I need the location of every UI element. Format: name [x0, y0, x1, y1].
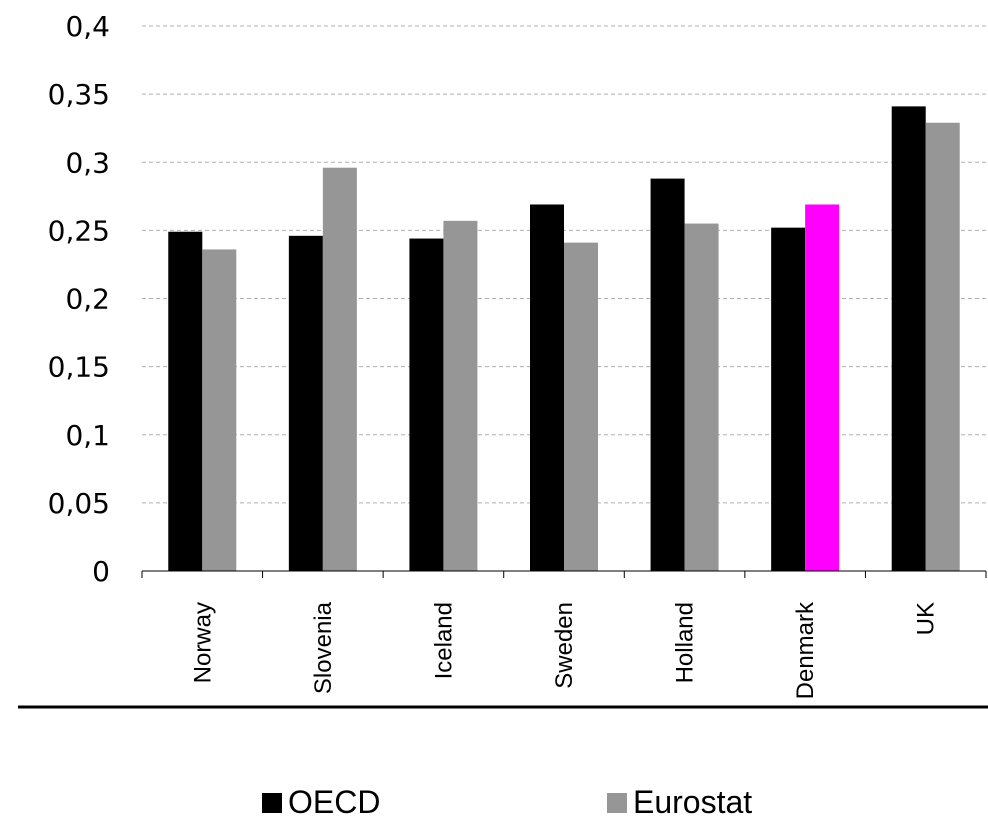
y-tick-label: 0,15 — [48, 351, 110, 384]
y-tick-label: 0 — [92, 555, 110, 588]
y-tick-label: 0,3 — [65, 146, 110, 179]
bar-oecd-iceland — [409, 238, 444, 572]
x-tick-label-slovenia: Slovenia — [310, 601, 337, 694]
y-tick-label: 0,4 — [65, 10, 110, 43]
bar-oecd-sweden — [530, 204, 564, 572]
bar-eurostat-uk — [925, 122, 960, 572]
x-tick-label-denmark: Denmark — [792, 601, 819, 699]
legend-swatch-eurostat — [607, 792, 627, 813]
bars — [168, 106, 960, 572]
x-tick-label-iceland: Iceland — [430, 602, 457, 679]
x-tick-label-holland: Holland — [672, 602, 699, 683]
legend-item-eurostat: Eurostat — [607, 784, 752, 821]
bar-oecd-uk — [891, 106, 926, 571]
y-tick-label: 0,05 — [48, 487, 110, 520]
bar-oecd-norway — [168, 231, 203, 572]
legend-swatch-oecd — [262, 792, 282, 813]
legend-label-eurostat: Eurostat — [633, 784, 753, 820]
bar-oecd-holland — [650, 178, 685, 571]
y-tick-label: 0,2 — [65, 283, 110, 316]
y-tick-label: 0,25 — [48, 214, 110, 247]
bar-eurostat-denmark — [805, 204, 840, 572]
bar-eurostat-sweden — [564, 242, 598, 571]
y-tick-label: 0,1 — [65, 419, 110, 452]
legend-label-oecd: OECD — [288, 784, 381, 820]
x-axis — [141, 570, 987, 578]
x-tick-label-sweden: Sweden — [551, 602, 578, 689]
x-tick-label-norway: Norway — [189, 602, 216, 683]
x-axis-ticks: Norway Slovenia Iceland Sweden Holland Denmar… — [189, 601, 939, 699]
bar-eurostat-holland — [684, 223, 719, 571]
bar-eurostat-norway — [202, 249, 237, 571]
bar-oecd-denmark — [771, 227, 806, 571]
bar-oecd-slovenia — [288, 235, 323, 571]
legend-item-oecd: OECD — [262, 784, 380, 821]
bar-eurostat-slovenia — [322, 167, 357, 571]
y-tick-label: 0,35 — [48, 78, 110, 111]
x-tick-label-uk: UK — [913, 602, 940, 635]
y-axis-ticks: 0 0,05 0,1 0,15 0,2 0,25 0,3 0,35 0,4 — [48, 10, 110, 588]
bar-eurostat-iceland — [443, 220, 478, 571]
